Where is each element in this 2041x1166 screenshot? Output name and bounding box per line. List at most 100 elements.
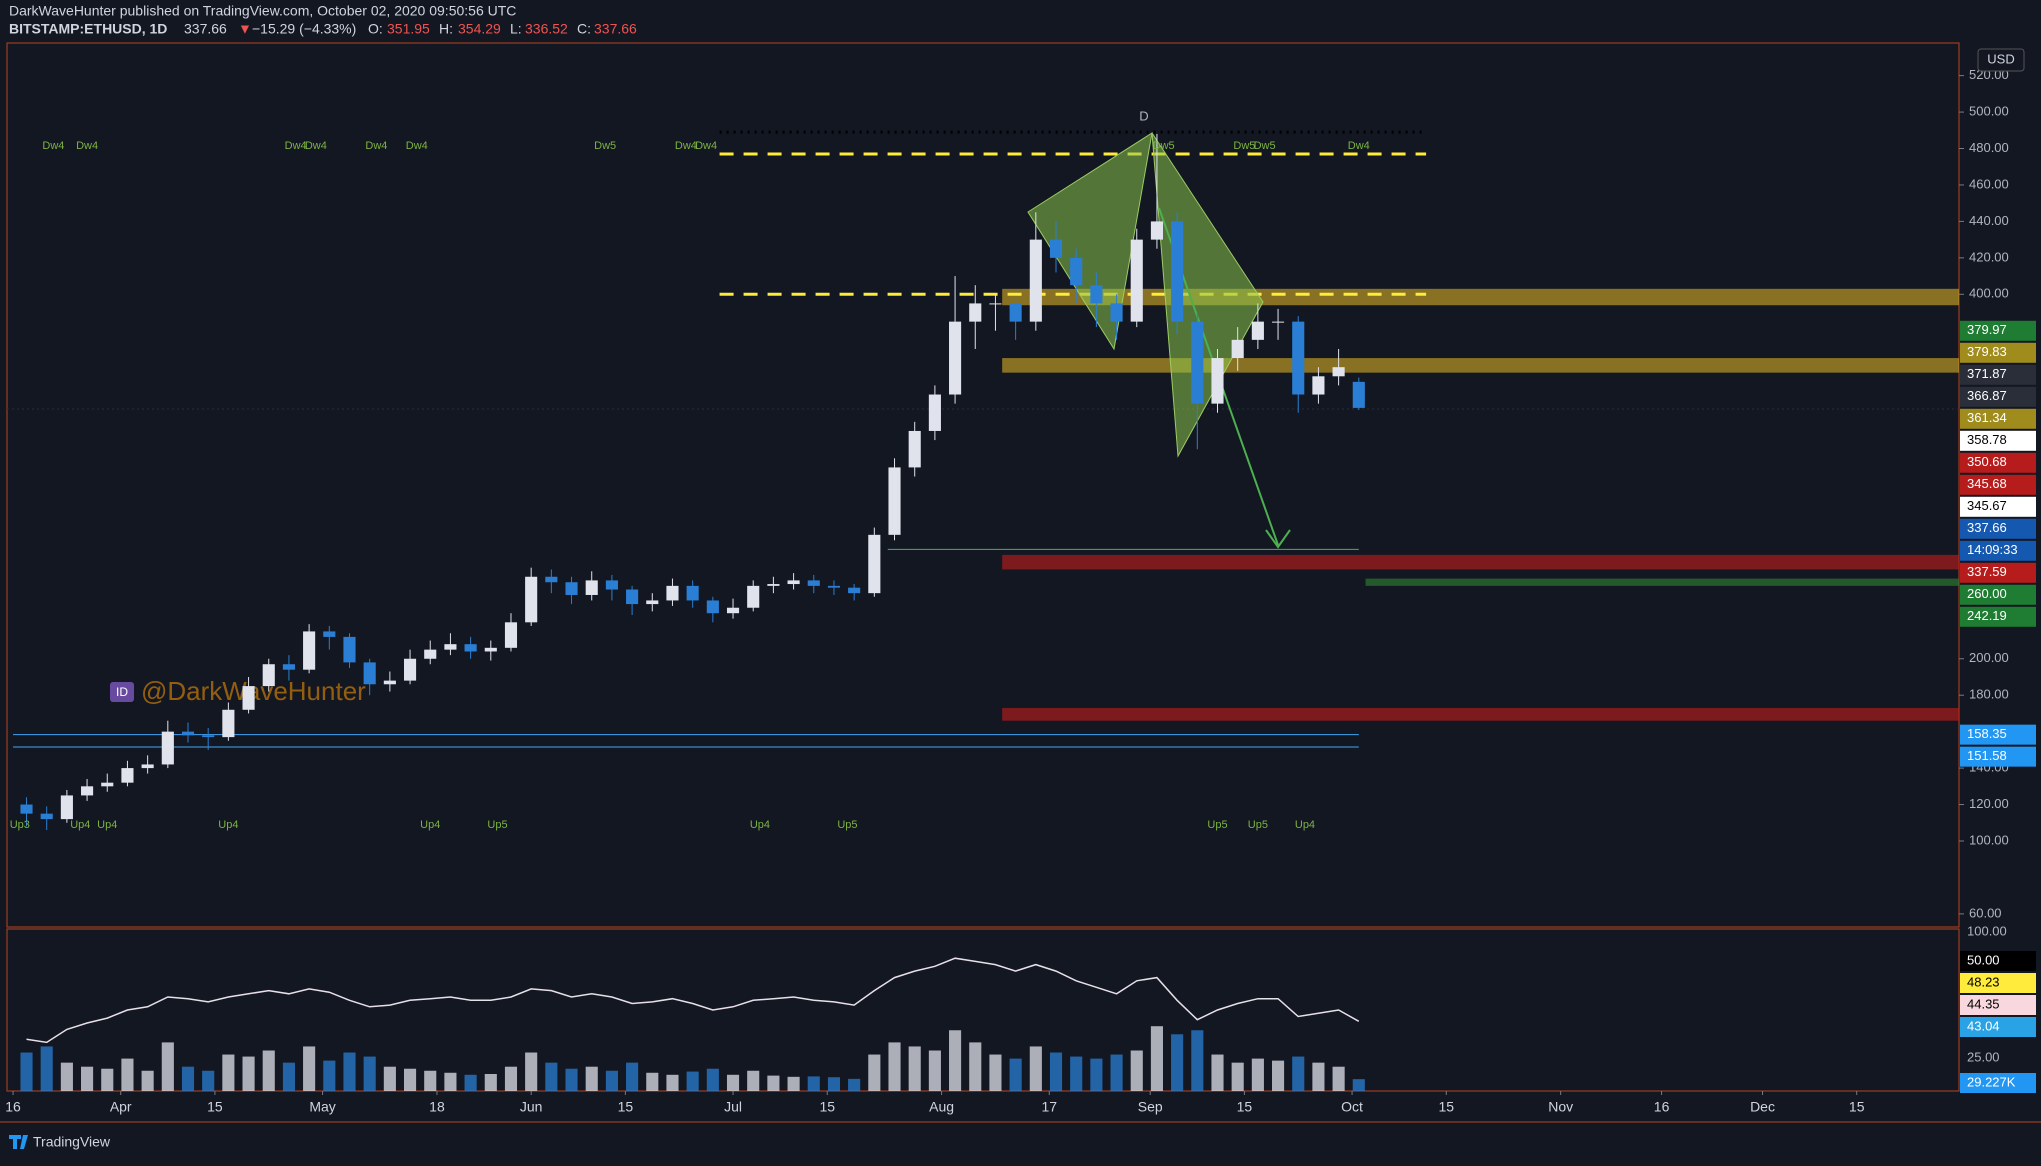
candle-body [888, 467, 901, 535]
indicator-label: 100.00 [1967, 923, 2007, 938]
volume-bar [1211, 1054, 1224, 1091]
close-label: C: [577, 21, 591, 37]
price-badge-label: 260.00 [1967, 586, 2007, 601]
candle-body [444, 644, 457, 650]
price-badge [1960, 746, 2036, 767]
volume-bar [1049, 1052, 1063, 1091]
y-tick-label: 460.00 [1969, 176, 2009, 191]
candle-body [20, 804, 33, 814]
indicator-label: 43.04 [1967, 1018, 2000, 1033]
volume-bar [787, 1076, 800, 1091]
price-badge [1960, 496, 2036, 517]
signal-label: Dw4 [42, 140, 64, 152]
x-tick-label: 15 [207, 1099, 223, 1115]
volume-bar [161, 1042, 174, 1091]
zone [1365, 578, 1959, 586]
x-tick-label: 15 [819, 1099, 835, 1115]
close-value: 337.66 [594, 21, 637, 37]
candle-body [908, 430, 921, 468]
symbol-line: BITSTAMP:ETHUSD, 1D 337.66 ▼ −15.29 (−4.… [9, 21, 637, 37]
candle-body [60, 795, 73, 820]
candle-body [141, 764, 154, 769]
price-badge [1960, 584, 2036, 605]
volume-bar [424, 1070, 437, 1091]
x-tick-label: 16 [5, 1099, 21, 1115]
x-tick-label: Jul [724, 1099, 742, 1115]
price-badge-label: 361.34 [1967, 410, 2007, 425]
low-label: L: [510, 21, 522, 37]
candle-body [1150, 221, 1163, 240]
low-value: 336.52 [525, 21, 568, 37]
volume-bar [686, 1071, 699, 1091]
indicator-label: 25.00 [1967, 1049, 2000, 1064]
signal-label: Up4 [420, 819, 440, 831]
volume-bar [747, 1070, 760, 1091]
arrow-head [1265, 529, 1291, 549]
volume-bar [989, 1054, 1002, 1091]
indicator-pane-border [6, 928, 1960, 1092]
candle-body [767, 584, 780, 586]
x-tick-label: Jun [520, 1099, 543, 1115]
y-tick-label: 200.00 [1969, 650, 2009, 665]
price-pane-border [6, 42, 1960, 928]
volume-bar [646, 1072, 659, 1091]
volume-bar [706, 1068, 719, 1091]
volume-bar [767, 1075, 780, 1091]
candle-body [969, 303, 982, 322]
volume-bar [545, 1062, 558, 1091]
signal-label: Dw4 [406, 140, 428, 152]
indicator-label: 44.35 [1967, 996, 2000, 1011]
x-tick-label: Sep [1138, 1099, 1163, 1115]
signal-label: Up3 [10, 819, 30, 831]
candle-body [565, 582, 578, 595]
volume-bar [827, 1077, 841, 1091]
volume-bar [1251, 1058, 1264, 1091]
watermark-icon-bg [110, 682, 134, 702]
volume-bar [626, 1062, 639, 1091]
volume-bar [1231, 1062, 1244, 1091]
indicator-label: 29.227K [1967, 1074, 2016, 1089]
price-badge [1960, 606, 2036, 627]
price-badge-label: 158.35 [1967, 726, 2007, 741]
candle-body [1332, 367, 1345, 377]
candle-body [1271, 321, 1285, 323]
y-tick-label: 120.00 [1969, 796, 2009, 811]
candle-body [1292, 321, 1305, 395]
volume-bar [20, 1052, 33, 1091]
candle-body [282, 664, 295, 670]
candle-body [242, 686, 255, 710]
open-label: O: [368, 21, 383, 37]
indicator-badge [1960, 951, 2036, 971]
candle-body [928, 394, 941, 431]
y-tick-label: 440.00 [1969, 213, 2009, 228]
volume-bar [1271, 1060, 1285, 1091]
volume-bar [525, 1052, 538, 1091]
price-badge-label: 345.68 [1967, 476, 2007, 491]
volume-bar [908, 1046, 921, 1091]
signal-label: Dw4 [285, 140, 307, 152]
volume-bar [343, 1052, 356, 1091]
candle-body [484, 647, 497, 652]
candle-body [1231, 339, 1244, 359]
candle-body [1312, 376, 1325, 395]
candle-body [605, 580, 618, 590]
volume-bar [181, 1066, 195, 1091]
x-tick-label: 15 [618, 1099, 634, 1115]
volume-bar [1150, 1026, 1163, 1091]
y-tick-label: 100.00 [1969, 832, 2009, 847]
watermark-icon: ID [116, 685, 128, 699]
price-badge-label: 371.87 [1967, 366, 2007, 381]
volume-bar [484, 1073, 497, 1091]
volume-bar [1171, 1034, 1184, 1091]
signal-label: Dw4 [365, 140, 387, 152]
brand-logo [9, 1135, 28, 1149]
indicator-badge [1960, 995, 2036, 1015]
candle-body [303, 631, 316, 670]
candle-body [807, 580, 820, 586]
price-badge-label: 379.83 [1967, 344, 2007, 359]
volume-bar [928, 1050, 941, 1091]
candle-body [181, 731, 195, 736]
x-tick-label: Apr [110, 1099, 132, 1115]
volume-bar [807, 1076, 820, 1091]
candle-body [202, 735, 215, 738]
